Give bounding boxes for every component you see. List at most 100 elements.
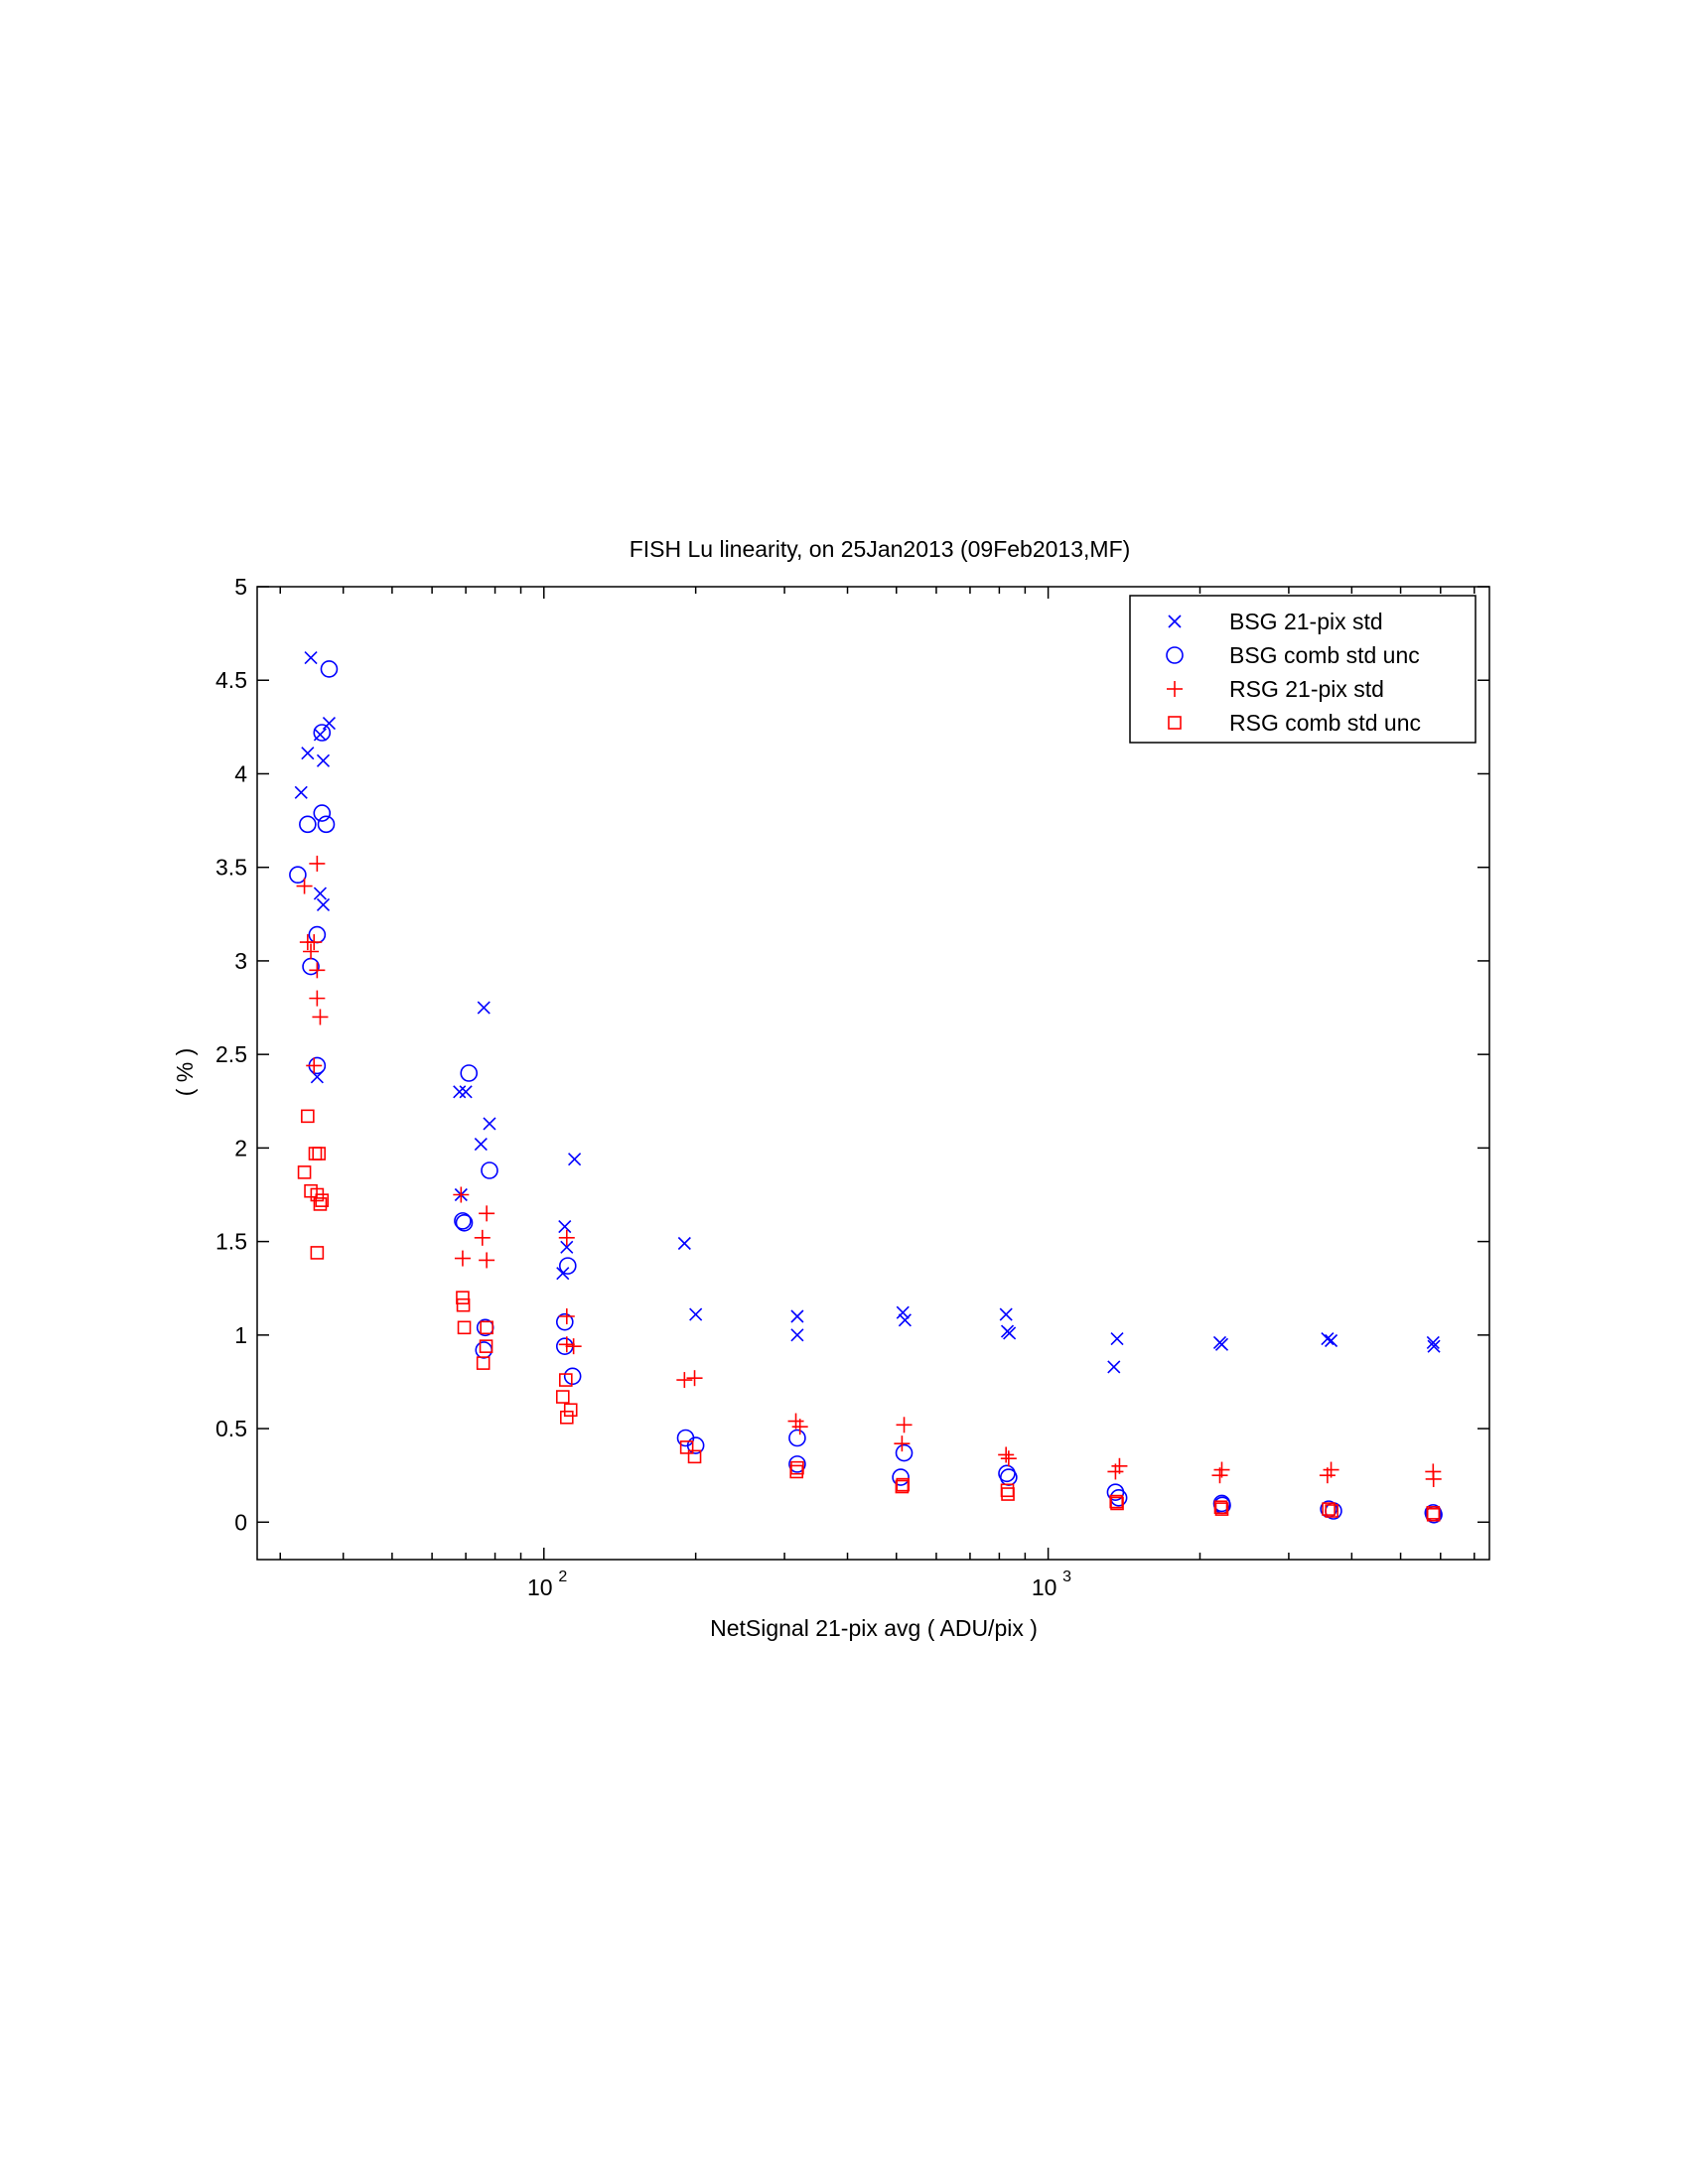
- point-rsg-comb-std-unc: [895, 1479, 910, 1494]
- point-rsg-21-pix-std: [558, 1336, 575, 1353]
- point-rsg-21-pix-std: [479, 1205, 495, 1222]
- point-rsg-comb-std-unc: [558, 1373, 573, 1387]
- point-bsg-comb-std-unc: [313, 804, 332, 822]
- plot-area: [256, 586, 1490, 1561]
- x-axis: 10 2 10 3: [279, 587, 1476, 1600]
- point-rsg-21-pix-std: [894, 1435, 911, 1452]
- point-bsg-21-pix-std: [999, 1307, 1013, 1321]
- point-bsg-21-pix-std: [898, 1313, 912, 1327]
- point-rsg-21-pix-std: [309, 990, 326, 1007]
- point-bsg-21-pix-std: [453, 1085, 467, 1099]
- point-rsg-comb-std-unc: [555, 1390, 570, 1404]
- point-rsg-21-pix-std: [686, 1370, 703, 1387]
- legend-marker: [1167, 681, 1183, 697]
- point-rsg-comb-std-unc: [1426, 1507, 1441, 1522]
- point-bsg-21-pix-std: [568, 1153, 582, 1166]
- point-bsg-21-pix-std: [474, 1138, 488, 1152]
- point-bsg-21-pix-std: [477, 1001, 491, 1015]
- point-rsg-21-pix-std: [565, 1338, 582, 1355]
- point-rsg-21-pix-std: [479, 1252, 495, 1269]
- point-bsg-comb-std-unc: [320, 660, 339, 678]
- point-bsg-21-pix-std: [316, 753, 331, 767]
- point-rsg-21-pix-std: [998, 1446, 1015, 1463]
- y-tick-label: 0: [234, 1509, 247, 1535]
- y-tick-label: 1: [234, 1322, 247, 1348]
- legend-label: BSG 21-pix std: [1229, 609, 1383, 634]
- point-rsg-21-pix-std: [1319, 1467, 1336, 1484]
- point-bsg-21-pix-std: [313, 887, 328, 900]
- point-rsg-comb-std-unc: [479, 1339, 493, 1353]
- point-bsg-comb-std-unc: [455, 1213, 474, 1232]
- point-bsg-21-pix-std: [790, 1328, 804, 1342]
- point-rsg-comb-std-unc: [301, 1109, 315, 1124]
- data-markers: [289, 651, 1443, 1524]
- chart-title: FISH Lu linearity, on 25Jan2013 (09Feb20…: [630, 536, 1131, 562]
- point-bsg-21-pix-std: [689, 1307, 703, 1321]
- point-rsg-comb-std-unc: [310, 1246, 325, 1260]
- point-rsg-comb-std-unc: [1325, 1504, 1338, 1518]
- legend: BSG 21-pix std BSG comb std unc RSG 21-pix…: [1129, 595, 1477, 744]
- point-rsg-comb-std-unc: [563, 1403, 578, 1418]
- point-rsg-21-pix-std: [558, 1229, 575, 1246]
- point-rsg-comb-std-unc: [312, 1147, 327, 1160]
- legend-box: [1129, 595, 1477, 744]
- legend-label: RSG comb std unc: [1229, 710, 1421, 736]
- point-rsg-21-pix-std: [309, 855, 326, 872]
- point-bsg-comb-std-unc: [892, 1468, 910, 1486]
- point-rsg-21-pix-std: [791, 1419, 808, 1435]
- point-bsg-21-pix-std: [1427, 1339, 1441, 1353]
- point-bsg-21-pix-std: [1324, 1333, 1338, 1348]
- legend-label: BSG comb std unc: [1229, 642, 1420, 668]
- point-bsg-comb-std-unc: [788, 1429, 806, 1447]
- y-tick-label: 5: [234, 574, 247, 600]
- point-bsg-comb-std-unc: [460, 1064, 479, 1082]
- point-rsg-21-pix-std: [454, 1250, 471, 1267]
- point-rsg-21-pix-std: [676, 1372, 693, 1389]
- point-bsg-comb-std-unc: [317, 815, 336, 834]
- point-rsg-21-pix-std: [306, 934, 323, 951]
- x-tick-exponent: 2: [558, 1569, 567, 1585]
- point-bsg-comb-std-unc: [289, 866, 307, 885]
- point-rsg-comb-std-unc: [789, 1464, 804, 1479]
- y-tick-label: 4.5: [215, 667, 247, 693]
- x-tick-label: 10: [1032, 1574, 1057, 1600]
- point-bsg-21-pix-std: [304, 651, 318, 665]
- legend-label: RSG 21-pix std: [1229, 676, 1384, 702]
- point-bsg-21-pix-std: [301, 747, 315, 760]
- point-bsg-21-pix-std: [1003, 1326, 1017, 1340]
- point-rsg-21-pix-std: [1211, 1467, 1228, 1484]
- point-rsg-comb-std-unc: [1001, 1487, 1015, 1501]
- point-rsg-comb-std-unc: [896, 1477, 911, 1492]
- point-bsg-comb-std-unc: [313, 724, 332, 742]
- x-axis-label: NetSignal 21-pix avg ( ADU/pix ): [710, 1615, 1038, 1641]
- point-rsg-comb-std-unc: [1214, 1502, 1229, 1516]
- y-axis-label: ( % ): [172, 1048, 198, 1097]
- point-rsg-21-pix-std: [1107, 1463, 1124, 1480]
- point-bsg-21-pix-std: [1321, 1332, 1335, 1346]
- point-rsg-comb-std-unc: [313, 1197, 328, 1211]
- point-rsg-21-pix-std: [896, 1417, 913, 1433]
- point-rsg-comb-std-unc: [679, 1440, 694, 1454]
- point-rsg-comb-std-unc: [476, 1356, 491, 1370]
- y-tick-label: 2: [234, 1135, 247, 1160]
- point-bsg-21-pix-std: [459, 1085, 473, 1099]
- point-bsg-21-pix-std: [483, 1117, 496, 1131]
- y-axis: 0 0.5 1 1.5 2 2.5 3 3.5 4 4.5 5: [215, 574, 1489, 1535]
- point-bsg-21-pix-std: [1110, 1332, 1124, 1346]
- y-tick-label: 1.5: [215, 1229, 247, 1255]
- point-bsg-comb-std-unc: [563, 1367, 582, 1386]
- point-bsg-21-pix-std: [560, 1240, 574, 1254]
- point-rsg-comb-std-unc: [1110, 1496, 1124, 1511]
- point-rsg-21-pix-std: [1000, 1450, 1017, 1467]
- point-rsg-21-pix-std: [453, 1186, 470, 1203]
- point-bsg-comb-std-unc: [454, 1212, 472, 1230]
- point-rsg-comb-std-unc: [1213, 1500, 1228, 1515]
- point-bsg-21-pix-std: [556, 1267, 570, 1281]
- point-bsg-comb-std-unc: [686, 1436, 705, 1454]
- point-rsg-21-pix-std: [306, 1057, 323, 1074]
- point-bsg-21-pix-std: [1107, 1360, 1121, 1374]
- point-rsg-comb-std-unc: [297, 1165, 312, 1179]
- point-rsg-21-pix-std: [309, 962, 326, 979]
- point-bsg-comb-std-unc: [788, 1455, 806, 1473]
- point-bsg-comb-std-unc: [895, 1443, 914, 1462]
